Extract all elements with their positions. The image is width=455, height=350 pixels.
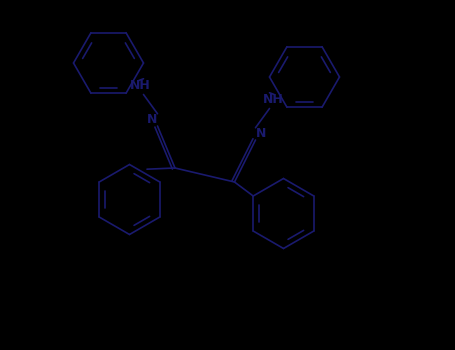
Text: N: N — [256, 127, 266, 140]
Text: N: N — [147, 113, 157, 126]
Text: NH: NH — [130, 79, 151, 92]
Text: NH: NH — [263, 93, 283, 106]
